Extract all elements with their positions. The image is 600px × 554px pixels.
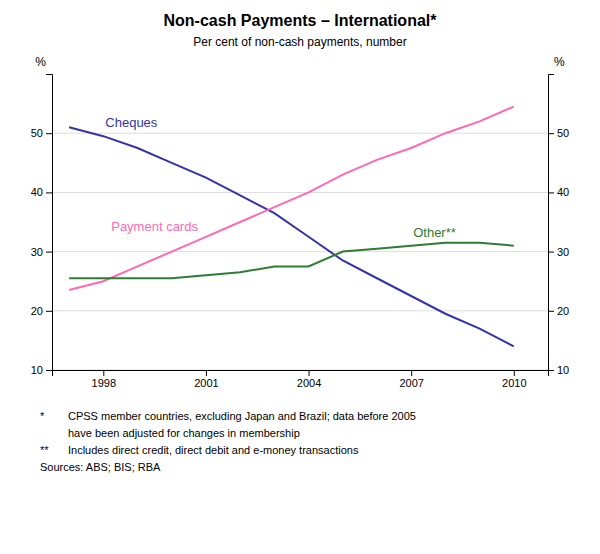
- tick-mark: [548, 370, 554, 371]
- tick-label: 2010: [502, 377, 526, 389]
- tick-mark: [548, 133, 554, 134]
- grid: [52, 133, 548, 370]
- title: Non-cash Payments – International*: [164, 12, 438, 29]
- line-label: Other**: [413, 225, 456, 240]
- tick-label: 40: [31, 186, 43, 198]
- footnote-marker: *: [40, 410, 45, 422]
- line-label: Payment cards: [111, 219, 198, 234]
- x-axis: 1998 2001 2004 2007 2010: [53, 370, 549, 389]
- tick-mark: [548, 192, 554, 193]
- tick-label: 10: [31, 364, 43, 376]
- grid-line: [52, 133, 548, 134]
- tick: 40: [548, 186, 569, 198]
- footnote-marker: **: [40, 444, 49, 456]
- tick: 2001: [194, 370, 218, 389]
- footnote: Includes direct credit, direct debit and…: [68, 444, 359, 456]
- grid-line: [52, 310, 548, 311]
- tick-mark: [309, 370, 310, 376]
- tick-mark: [514, 370, 515, 376]
- line: [69, 107, 514, 291]
- tick: 40: [31, 186, 52, 198]
- grid-line: [52, 192, 548, 193]
- axis-line: [46, 75, 53, 371]
- tick-label: 2007: [399, 377, 423, 389]
- tick: 30: [548, 246, 569, 258]
- tick: 20: [31, 305, 52, 317]
- chart: Non-cash Payments – International* Per ce…: [0, 0, 600, 554]
- tick-mark: [103, 370, 104, 376]
- tick: 30: [31, 246, 52, 258]
- line: [69, 127, 514, 346]
- footnote: Sources: ABS; BIS; RBA: [40, 461, 161, 473]
- tick: 50: [548, 127, 569, 139]
- tick-mark: [548, 311, 554, 312]
- tick-label: 50: [31, 127, 43, 139]
- line: [69, 243, 514, 279]
- tick-mark: [46, 192, 52, 193]
- tick-mark: [411, 370, 412, 376]
- tick-mark: [46, 252, 52, 253]
- tick: 2007: [399, 370, 423, 389]
- y2-axis: 10 20 30 40 50: [548, 75, 569, 377]
- tick-label: 2001: [194, 377, 218, 389]
- tick-label: 30: [31, 246, 43, 258]
- axis-line: [549, 75, 555, 371]
- tick-label: 1998: [92, 377, 116, 389]
- tick-label: 50: [557, 127, 569, 139]
- axis-line: [53, 371, 549, 377]
- tick: 2004: [297, 370, 321, 389]
- plot-area: [69, 107, 514, 347]
- tick-label: 2004: [297, 377, 321, 389]
- tick: 50: [31, 127, 52, 139]
- tick: 2010: [502, 370, 526, 389]
- tick-label: 20: [557, 305, 569, 317]
- y2-axis-label: %: [554, 55, 565, 69]
- tick-mark: [548, 252, 554, 253]
- subtitle: Per cent of non-cash payments, number: [193, 35, 406, 49]
- tick-label: 10: [557, 364, 569, 376]
- footnote: CPSS member countries, excluding Japan a…: [68, 410, 416, 422]
- tick-mark: [206, 370, 207, 376]
- footnotes: * CPSS member countries, excluding Japan …: [40, 410, 416, 473]
- line-label: Cheques: [105, 115, 158, 130]
- tick: 20: [548, 305, 569, 317]
- tick: 1998: [92, 370, 116, 389]
- line-labels: Cheques Payment cards Other**: [105, 115, 456, 240]
- tick: 10: [548, 364, 569, 376]
- tick: 10: [31, 364, 52, 376]
- y-axis-label: %: [35, 55, 46, 69]
- tick-mark: [46, 370, 52, 371]
- y-axis: 10 20 30 40 50: [31, 75, 53, 377]
- tick-mark: [46, 133, 52, 134]
- tick-label: 30: [557, 246, 569, 258]
- tick-label: 40: [557, 186, 569, 198]
- footnote: have been adjusted for changes in member…: [68, 427, 300, 439]
- tick-mark: [46, 311, 52, 312]
- tick-label: 20: [31, 305, 43, 317]
- grid-line: [52, 251, 548, 252]
